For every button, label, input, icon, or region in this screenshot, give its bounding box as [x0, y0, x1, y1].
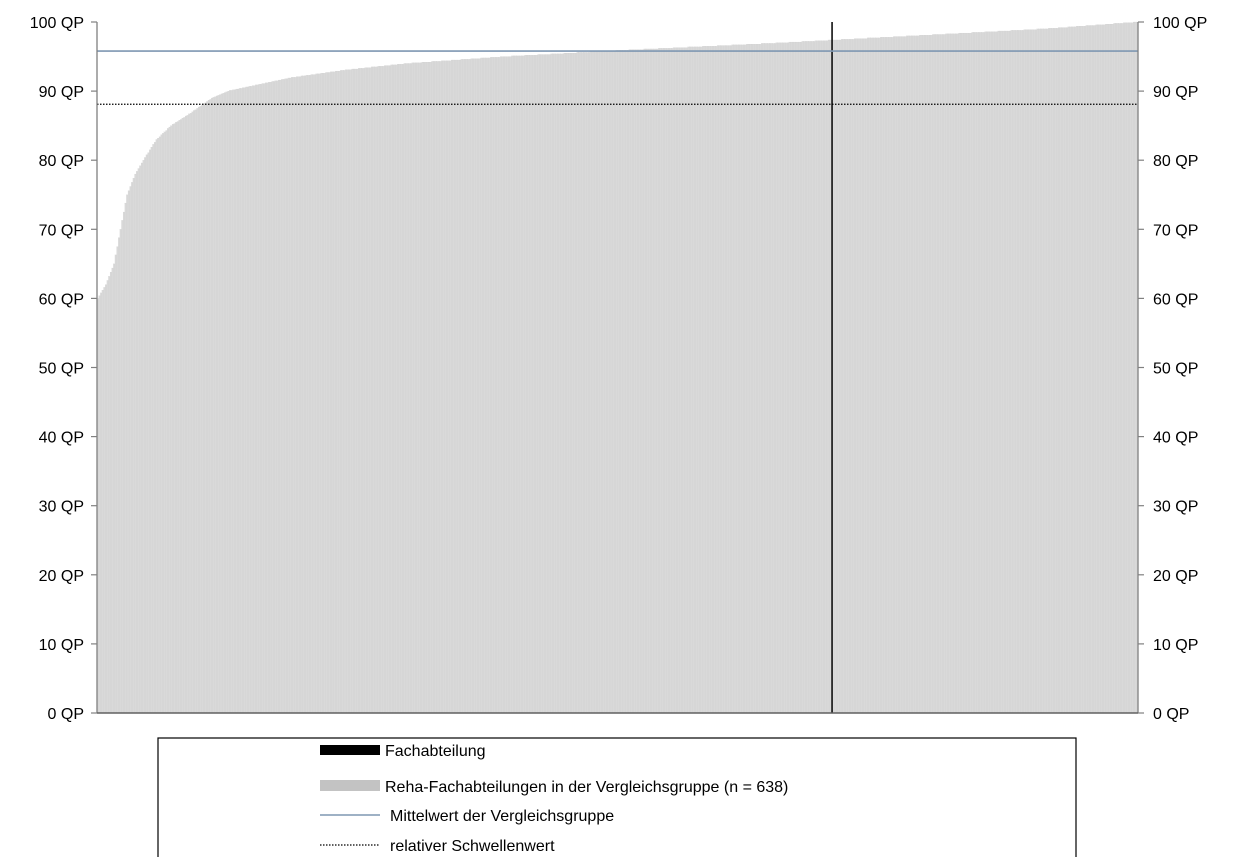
legend-label-mean-line: Mittelwert der Vergleichsgruppe — [390, 808, 614, 825]
right-y-tick-label: 10 QP — [1153, 637, 1198, 654]
left-y-tick-label: 20 QP — [39, 568, 84, 585]
legend-label-comparison: Reha-Fachabteilungen in der Vergleichsgr… — [385, 779, 788, 796]
left-y-axis-ticks: 0 QP 10 QP 20 QP 30 QP 40 QP 50 QP 60 QP 70 QP 8… — [30, 15, 97, 723]
left-y-tick-label: 80 QP — [39, 153, 84, 170]
right-y-tick-label: 60 QP — [1153, 291, 1198, 308]
left-y-tick-label: 40 QP — [39, 430, 84, 447]
right-y-tick-label: 20 QP — [1153, 568, 1198, 585]
right-y-tick-label: 0 QP — [1153, 706, 1189, 723]
legend-label-highlight: Fachabteilung — [385, 743, 486, 760]
right-y-tick-label: 30 QP — [1153, 499, 1198, 516]
right-y-tick-label: 50 QP — [1153, 361, 1198, 378]
right-y-tick-label: 80 QP — [1153, 153, 1198, 170]
legend-swatch-highlight — [320, 745, 380, 755]
comparison-bar — [829, 39, 832, 714]
left-y-tick-label: 60 QP — [39, 291, 84, 308]
left-y-tick-label: 30 QP — [39, 499, 84, 516]
right-y-tick-label: 90 QP — [1153, 84, 1198, 101]
left-y-tick-label: 50 QP — [39, 361, 84, 378]
left-y-tick-label: 70 QP — [39, 222, 84, 239]
right-y-tick-label: 40 QP — [1153, 430, 1198, 447]
left-y-tick-label: 100 QP — [30, 15, 84, 32]
legend-swatch-comparison — [320, 780, 380, 791]
legend: Fachabteilung Reha-Fachabteilungen in de… — [157, 737, 1077, 857]
left-y-tick-label: 10 QP — [39, 637, 84, 654]
legend-label-threshold-line: relativer Schwellenwert — [390, 838, 555, 855]
highlight-bar — [831, 22, 833, 713]
right-y-tick-label: 70 QP — [1153, 222, 1198, 239]
legend-box — [157, 737, 1077, 857]
right-y-tick-label: 100 QP — [1153, 15, 1207, 32]
left-y-tick-label: 90 QP — [39, 84, 84, 101]
comparison-bars — [96, 21, 1139, 714]
reference-lines — [97, 50, 1138, 105]
right-y-axis-ticks: 0 QP 10 QP 20 QP 30 QP 40 QP 50 QP 60 QP 70 QP 8… — [1138, 15, 1207, 723]
left-y-tick-label: 0 QP — [48, 706, 84, 723]
